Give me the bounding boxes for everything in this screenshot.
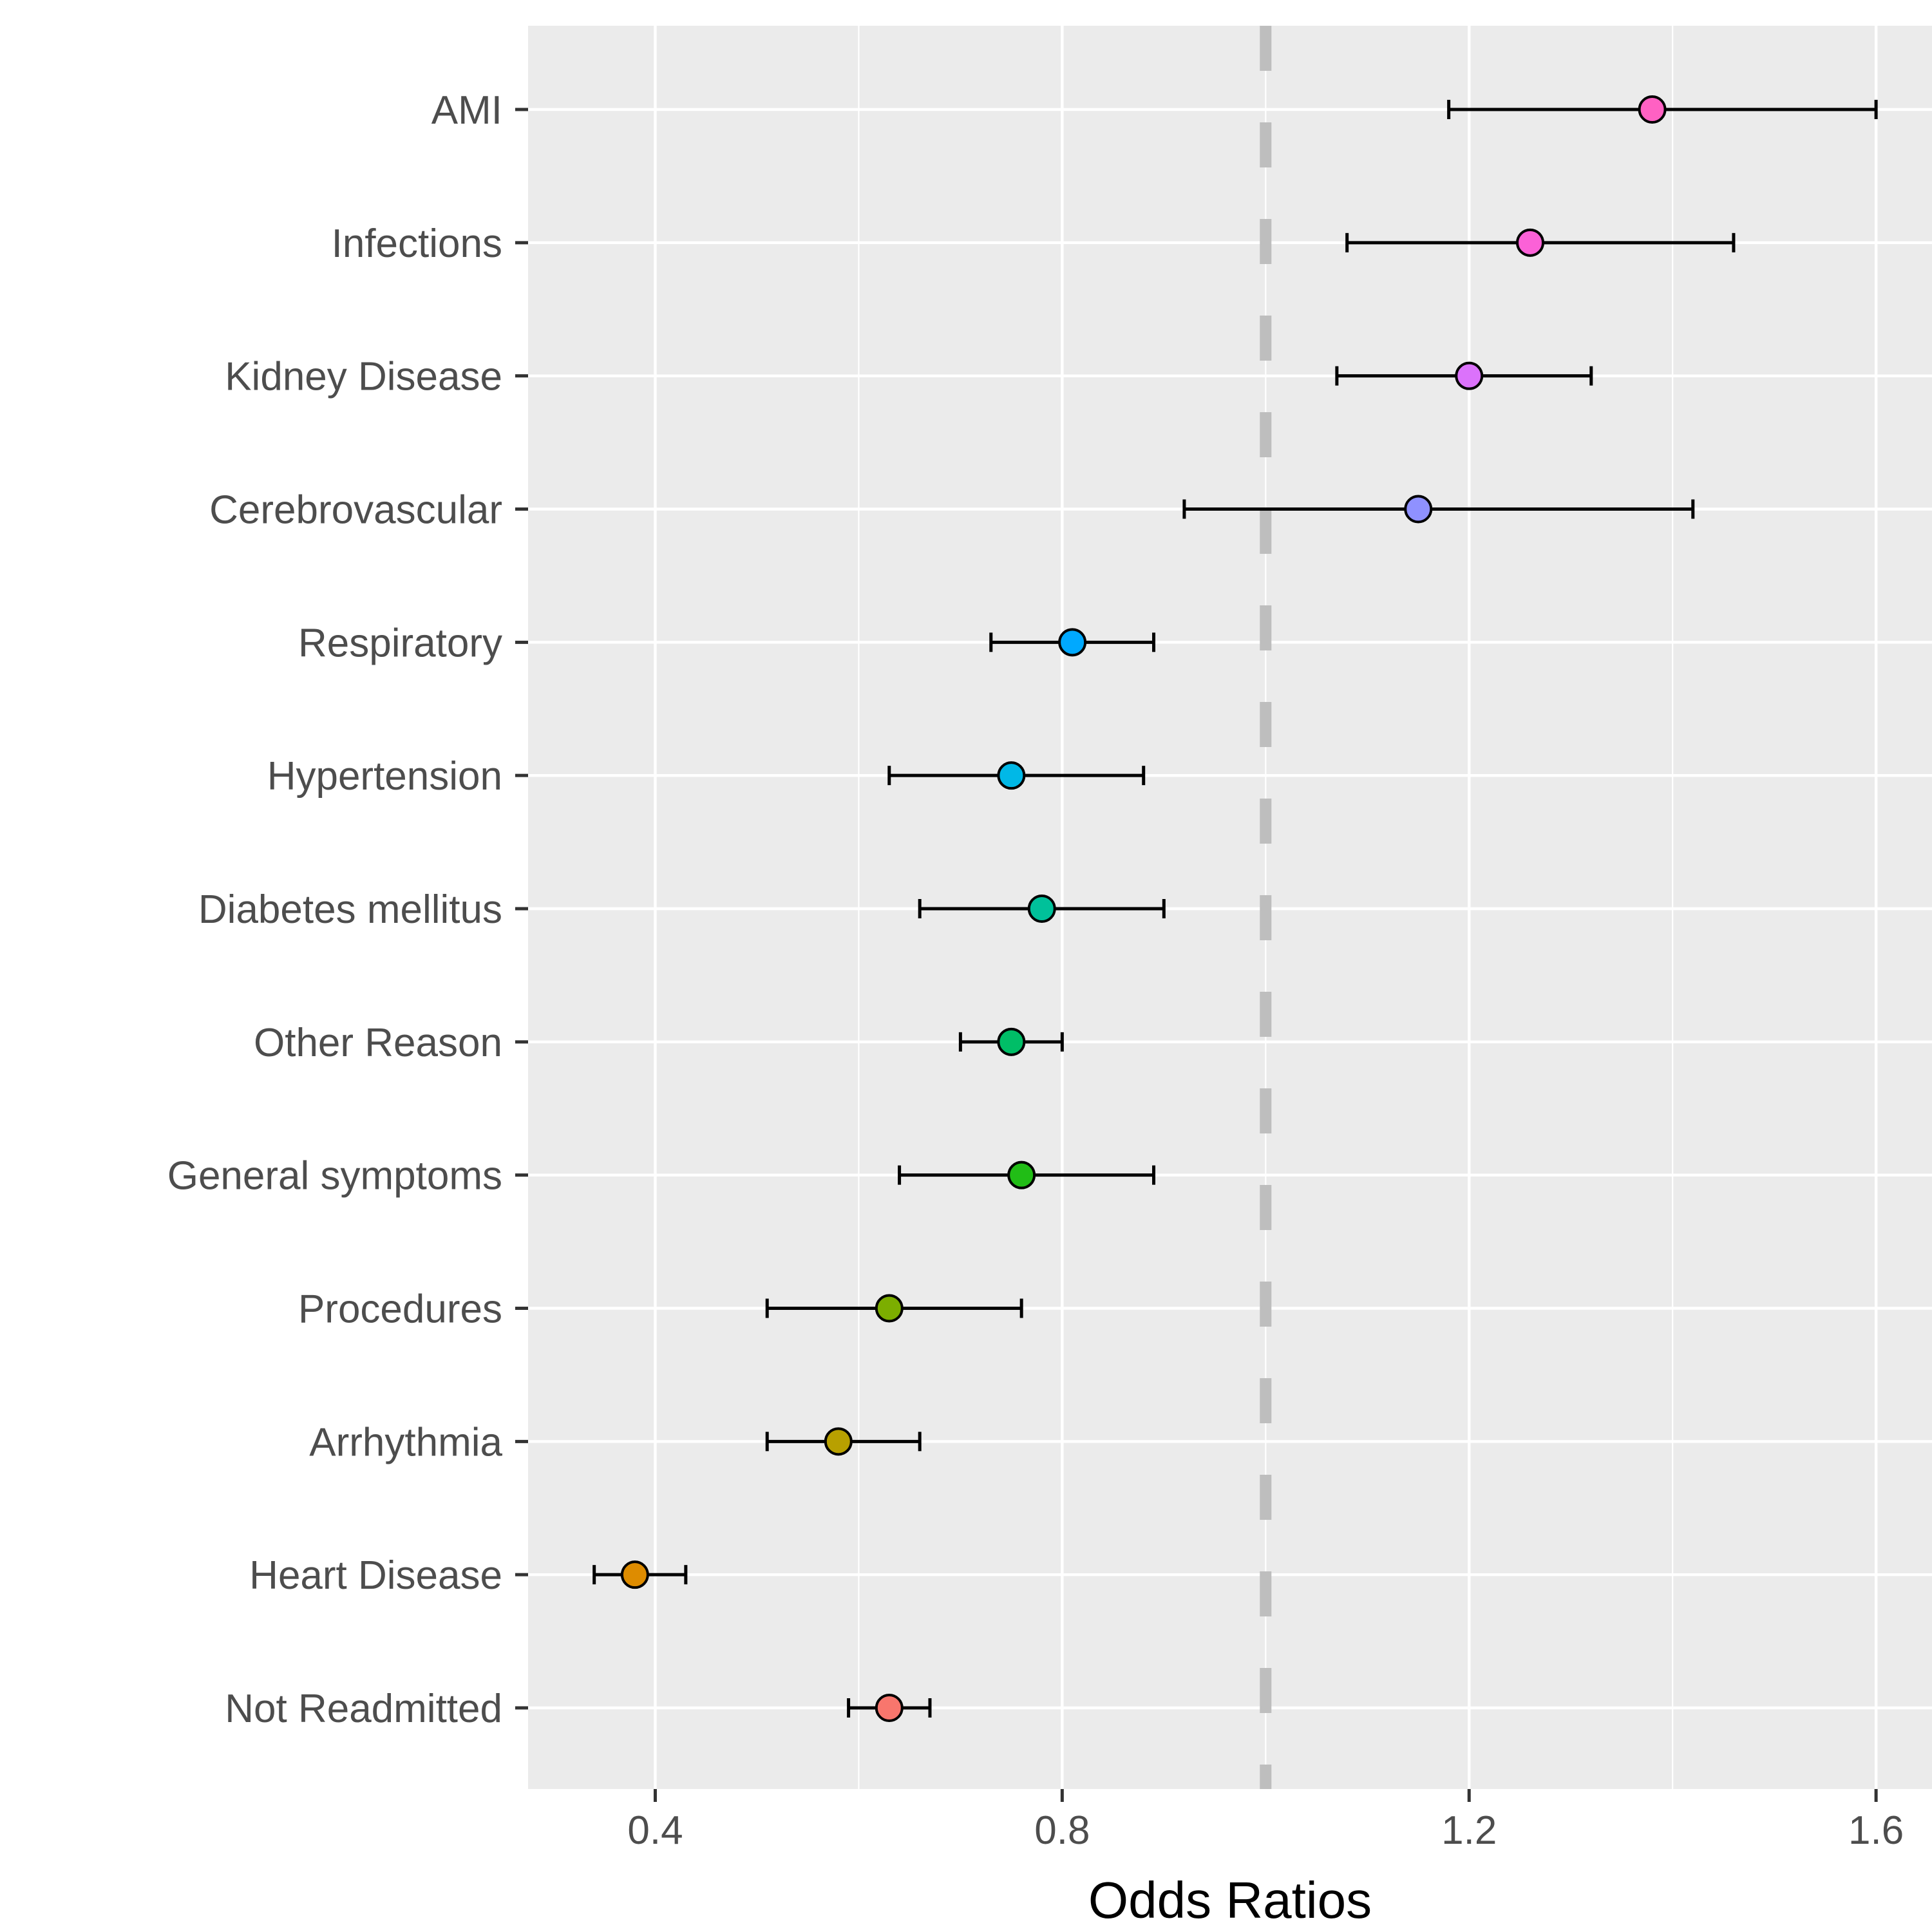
estimate-point: [1404, 495, 1433, 524]
x-axis-labels: 0.4 0.8 1.2 1.6: [627, 1808, 1904, 1853]
x-tick-label: 1.2: [1441, 1808, 1497, 1853]
category-label: Heart Disease: [249, 1553, 502, 1598]
x-tick-label: 0.4: [627, 1808, 683, 1853]
y-axis-labels: AMI Infections Kidney Disease Cerebrovascul…: [167, 88, 503, 1731]
category-label: Infections: [332, 222, 502, 266]
estimate-point: [620, 1560, 649, 1589]
estimate-point: [1058, 628, 1087, 657]
category-label: AMI: [431, 88, 502, 133]
category-label: Procedures: [298, 1287, 502, 1332]
x-axis-title: Odds Ratios: [1088, 1871, 1372, 1929]
estimate-point: [997, 761, 1026, 790]
estimate-point: [1027, 895, 1056, 923]
category-label: General symptoms: [167, 1154, 502, 1198]
estimate-point: [1007, 1160, 1036, 1189]
category-label: Kidney Disease: [225, 355, 502, 399]
y-axis-ticks: [515, 108, 528, 1710]
category-label: Hypertension: [267, 754, 502, 799]
estimate-point: [824, 1427, 853, 1456]
category-label: Other Reason: [254, 1021, 502, 1065]
x-tick-label: 1.6: [1848, 1808, 1904, 1853]
x-tick-label: 0.8: [1034, 1808, 1090, 1853]
estimate-points: [620, 95, 1667, 1722]
category-label: Cerebrovascular: [209, 488, 502, 533]
estimate-point: [1638, 95, 1667, 124]
estimate-point: [1455, 361, 1484, 390]
category-label: Diabetes mellitus: [198, 887, 502, 932]
error-bar: [1182, 499, 1695, 519]
x-axis-ticks: [653, 1789, 1878, 1802]
category-label: Respiratory: [298, 621, 502, 665]
estimate-point: [875, 1294, 904, 1323]
estimate-point: [875, 1694, 904, 1722]
estimate-point: [997, 1027, 1026, 1056]
estimate-point: [1516, 228, 1545, 257]
category-label: Arrhythmia: [309, 1420, 502, 1464]
category-label: Not Readmitted: [225, 1687, 502, 1731]
